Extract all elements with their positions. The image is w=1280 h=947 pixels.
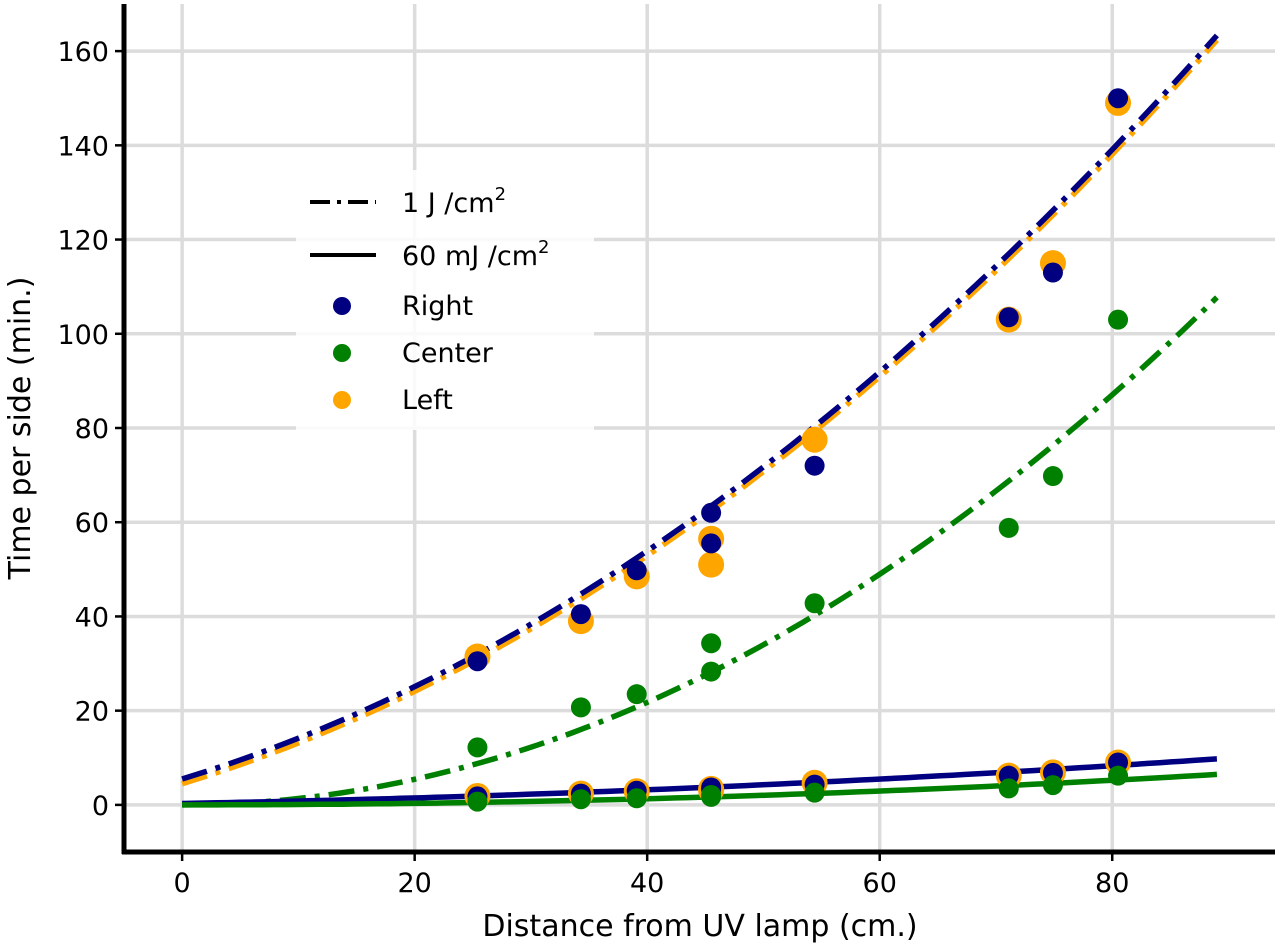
legend-label-1J: 1 J /cm2 xyxy=(402,184,506,219)
fit-1J-center xyxy=(182,295,1219,808)
point-60mJ-center xyxy=(1108,765,1129,786)
legend-label-60mJ: 60 mJ /cm2 xyxy=(402,237,549,272)
point-1J-center xyxy=(701,633,722,654)
point-1J-center xyxy=(804,593,825,614)
fit-1J-left xyxy=(181,38,1219,787)
point-1J-right xyxy=(701,533,722,554)
y-tick-label: 40 xyxy=(75,602,109,633)
x-tick-label: 0 xyxy=(174,868,191,899)
point-1J-center xyxy=(1042,466,1063,487)
x-tick-label: 40 xyxy=(630,868,664,899)
point-1J-center xyxy=(467,737,488,758)
point-1J-center xyxy=(1108,309,1129,330)
point-60mJ-center xyxy=(570,789,591,810)
y-tick-label: 140 xyxy=(57,131,109,162)
x-tick-label: 80 xyxy=(1095,868,1129,899)
point-60mJ-center xyxy=(701,786,722,807)
y-tick-label: 80 xyxy=(75,414,109,445)
point-1J-right xyxy=(467,651,488,672)
point-60mJ-center xyxy=(998,778,1019,799)
point-1J-left xyxy=(801,426,828,453)
point-1J-left xyxy=(698,551,725,578)
y-tick-label: 20 xyxy=(75,697,109,728)
legend-label-left: Left xyxy=(402,385,453,416)
point-1J-right xyxy=(804,455,825,476)
y-tick-label: 120 xyxy=(57,226,109,257)
point-1J-right xyxy=(998,307,1019,328)
legend-label-60mJ-sup: 2 xyxy=(538,237,549,258)
point-60mJ-center xyxy=(467,791,488,812)
legend-label-60mJ-text: 60 mJ /cm xyxy=(402,241,538,272)
point-1J-right xyxy=(701,502,722,523)
point-1J-right xyxy=(1108,88,1129,109)
legend-marker-center xyxy=(333,344,351,362)
x-tick-label: 60 xyxy=(863,868,897,899)
x-axis-title: Distance from UV lamp (cm.) xyxy=(482,909,917,944)
legend-marker-left xyxy=(333,391,351,409)
point-60mJ-center xyxy=(1042,775,1063,796)
point-1J-right xyxy=(570,604,591,625)
fit-1J-right xyxy=(181,33,1219,782)
legend-label-center: Center xyxy=(402,338,494,369)
point-60mJ-center xyxy=(804,782,825,803)
x-tick-label: 20 xyxy=(397,868,431,899)
point-60mJ-center xyxy=(626,788,647,809)
legend-label-1J-text: 1 J /cm xyxy=(402,188,495,219)
point-1J-center xyxy=(998,517,1019,538)
y-axis-title: Time per side (min.) xyxy=(3,277,38,581)
legend: 1 J /cm2 60 mJ /cm2 Right Center Left xyxy=(296,170,594,430)
y-tick-label: 0 xyxy=(92,791,109,822)
point-1J-center xyxy=(570,697,591,718)
y-tick-label: 100 xyxy=(57,320,109,351)
axes xyxy=(115,4,1275,861)
point-1J-right xyxy=(1042,262,1063,283)
point-1J-center xyxy=(701,661,722,682)
tick-labels: 0 20 40 60 80 0 20 40 60 80 100 120 140 160 xyxy=(57,37,1129,899)
point-1J-center xyxy=(626,684,647,705)
data-points xyxy=(464,88,1132,812)
point-1J-right xyxy=(626,560,647,581)
legend-label-right: Right xyxy=(402,291,473,322)
y-tick-label: 160 xyxy=(57,37,109,68)
legend-marker-right xyxy=(333,297,351,315)
y-tick-label: 60 xyxy=(75,508,109,539)
legend-label-1J-sup: 2 xyxy=(495,184,506,205)
